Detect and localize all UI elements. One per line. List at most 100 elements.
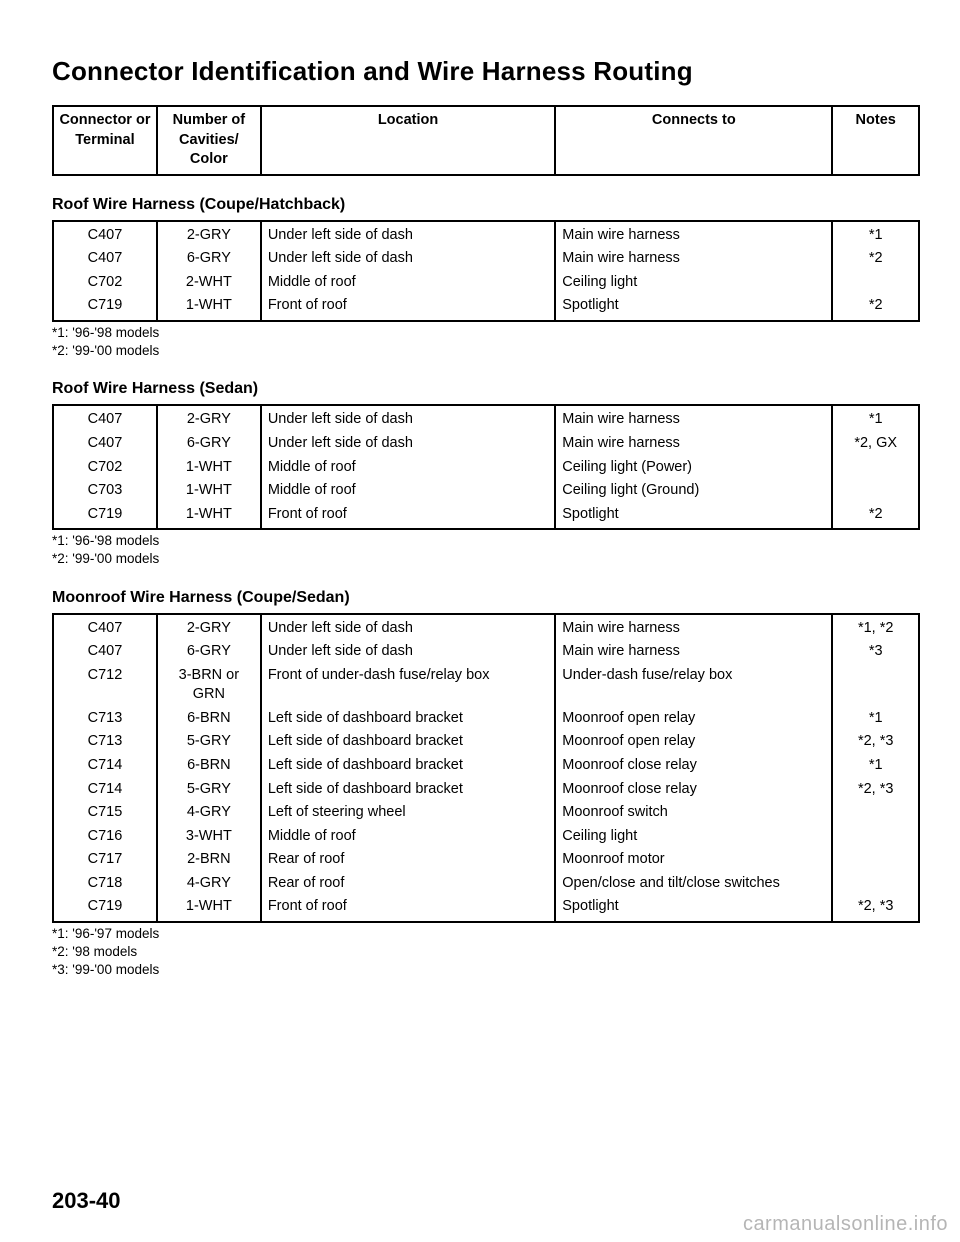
- table-row: C7191-WHTFront of roofSpotlight*2: [53, 503, 919, 530]
- cell-c3: Middle of roof: [261, 479, 555, 503]
- table-row: C7123-BRN or GRNFront of under-dash fuse…: [53, 664, 919, 707]
- footnotes: *1: '96-'98 models*2: '99-'00 models: [52, 532, 920, 568]
- cell-c1: C407: [53, 405, 157, 432]
- cell-c3: Under left side of dash: [261, 432, 555, 456]
- cell-c4: Under-dash fuse/relay box: [555, 664, 832, 707]
- page: Connector Identification and Wire Harnes…: [0, 0, 960, 1242]
- cell-c2: 1-WHT: [157, 294, 261, 321]
- col-header-connector: Connector or Terminal: [53, 106, 157, 175]
- cell-c5: [832, 825, 919, 849]
- cell-c5: *3: [832, 640, 919, 664]
- table-row: C7021-WHTMiddle of roofCeiling light (Po…: [53, 456, 919, 480]
- cell-c2: 2-GRY: [157, 221, 261, 248]
- cell-c3: Under left side of dash: [261, 405, 555, 432]
- watermark: carmanualsonline.info: [743, 1213, 948, 1236]
- cell-c4: Open/close and tilt/close switches: [555, 872, 832, 896]
- cell-c5: *1: [832, 754, 919, 778]
- table-row: C7145-GRYLeft side of dashboard bracketM…: [53, 778, 919, 802]
- cell-c2: 6-BRN: [157, 754, 261, 778]
- cell-c3: Middle of roof: [261, 271, 555, 295]
- table-row: C7163-WHTMiddle of roofCeiling light: [53, 825, 919, 849]
- cell-c3: Front of roof: [261, 503, 555, 530]
- cell-c3: Under left side of dash: [261, 221, 555, 248]
- cell-c1: C407: [53, 640, 157, 664]
- page-number: 203-40: [52, 1188, 121, 1214]
- table-row: C7135-GRYLeft side of dashboard bracketM…: [53, 730, 919, 754]
- cell-c1: C719: [53, 503, 157, 530]
- col-header-location: Location: [261, 106, 555, 175]
- harness-table: C4072-GRYUnder left side of dashMain wir…: [52, 613, 920, 923]
- cell-c1: C712: [53, 664, 157, 707]
- cell-c1: C719: [53, 895, 157, 922]
- harness-table: C4072-GRYUnder left side of dashMain wir…: [52, 220, 920, 322]
- cell-c4: Spotlight: [555, 895, 832, 922]
- cell-c3: Left side of dashboard bracket: [261, 730, 555, 754]
- cell-c4: Ceiling light (Power): [555, 456, 832, 480]
- cell-c5: *2: [832, 247, 919, 271]
- col-header-cavities: Number of Cavities/ Color: [157, 106, 261, 175]
- table-row: C7191-WHTFront of roofSpotlight*2: [53, 294, 919, 321]
- cell-c2: 6-BRN: [157, 707, 261, 731]
- cell-c2: 5-GRY: [157, 778, 261, 802]
- cell-c5: [832, 801, 919, 825]
- cell-c5: [832, 848, 919, 872]
- cell-c4: Spotlight: [555, 294, 832, 321]
- cell-c1: C703: [53, 479, 157, 503]
- cell-c4: Ceiling light (Ground): [555, 479, 832, 503]
- cell-c1: C702: [53, 456, 157, 480]
- table-row: C7154-GRYLeft of steering wheelMoonroof …: [53, 801, 919, 825]
- footnotes: *1: '96-'98 models*2: '99-'00 models: [52, 324, 920, 360]
- table-row: C4072-GRYUnder left side of dashMain wir…: [53, 614, 919, 641]
- cell-c4: Ceiling light: [555, 271, 832, 295]
- cell-c3: Front of roof: [261, 895, 555, 922]
- cell-c5: [832, 664, 919, 707]
- table-row: C7022-WHTMiddle of roofCeiling light: [53, 271, 919, 295]
- table-row: C4076-GRYUnder left side of dashMain wir…: [53, 640, 919, 664]
- cell-c2: 2-GRY: [157, 405, 261, 432]
- cell-c3: Left side of dashboard bracket: [261, 778, 555, 802]
- table-row: C7184-GRYRear of roofOpen/close and tilt…: [53, 872, 919, 896]
- cell-c3: Middle of roof: [261, 825, 555, 849]
- table-row: C4072-GRYUnder left side of dashMain wir…: [53, 405, 919, 432]
- column-header-table: Connector or Terminal Number of Cavities…: [52, 105, 920, 176]
- cell-c3: Under left side of dash: [261, 247, 555, 271]
- cell-c2: 1-WHT: [157, 895, 261, 922]
- table-row: C7146-BRNLeft side of dashboard bracketM…: [53, 754, 919, 778]
- cell-c1: C713: [53, 730, 157, 754]
- cell-c1: C702: [53, 271, 157, 295]
- cell-c2: 6-GRY: [157, 432, 261, 456]
- cell-c2: 6-GRY: [157, 640, 261, 664]
- cell-c1: C714: [53, 778, 157, 802]
- cell-c2: 6-GRY: [157, 247, 261, 271]
- table-row: C4076-GRYUnder left side of dashMain wir…: [53, 247, 919, 271]
- section-title: Roof Wire Harness (Coupe/Hatchback): [52, 196, 920, 214]
- cell-c1: C407: [53, 247, 157, 271]
- cell-c5: *2: [832, 294, 919, 321]
- col-header-connects: Connects to: [555, 106, 832, 175]
- cell-c5: *1: [832, 221, 919, 248]
- col-header-notes: Notes: [832, 106, 919, 175]
- table-row: C4076-GRYUnder left side of dashMain wir…: [53, 432, 919, 456]
- cell-c1: C407: [53, 432, 157, 456]
- cell-c4: Spotlight: [555, 503, 832, 530]
- cell-c5: *2, *3: [832, 730, 919, 754]
- cell-c5: *2, *3: [832, 895, 919, 922]
- cell-c5: *1, *2: [832, 614, 919, 641]
- cell-c2: 3-WHT: [157, 825, 261, 849]
- cell-c1: C713: [53, 707, 157, 731]
- page-title: Connector Identification and Wire Harnes…: [52, 56, 920, 87]
- cell-c4: Main wire harness: [555, 640, 832, 664]
- cell-c2: 3-BRN or GRN: [157, 664, 261, 707]
- cell-c4: Main wire harness: [555, 432, 832, 456]
- table-row: C7031-WHTMiddle of roofCeiling light (Gr…: [53, 479, 919, 503]
- cell-c3: Rear of roof: [261, 872, 555, 896]
- cell-c2: 1-WHT: [157, 479, 261, 503]
- cell-c2: 2-WHT: [157, 271, 261, 295]
- cell-c1: C717: [53, 848, 157, 872]
- cell-c5: *2, *3: [832, 778, 919, 802]
- cell-c3: Under left side of dash: [261, 614, 555, 641]
- cell-c2: 4-GRY: [157, 801, 261, 825]
- cell-c3: Front of under-dash fuse/relay box: [261, 664, 555, 707]
- cell-c1: C714: [53, 754, 157, 778]
- cell-c1: C716: [53, 825, 157, 849]
